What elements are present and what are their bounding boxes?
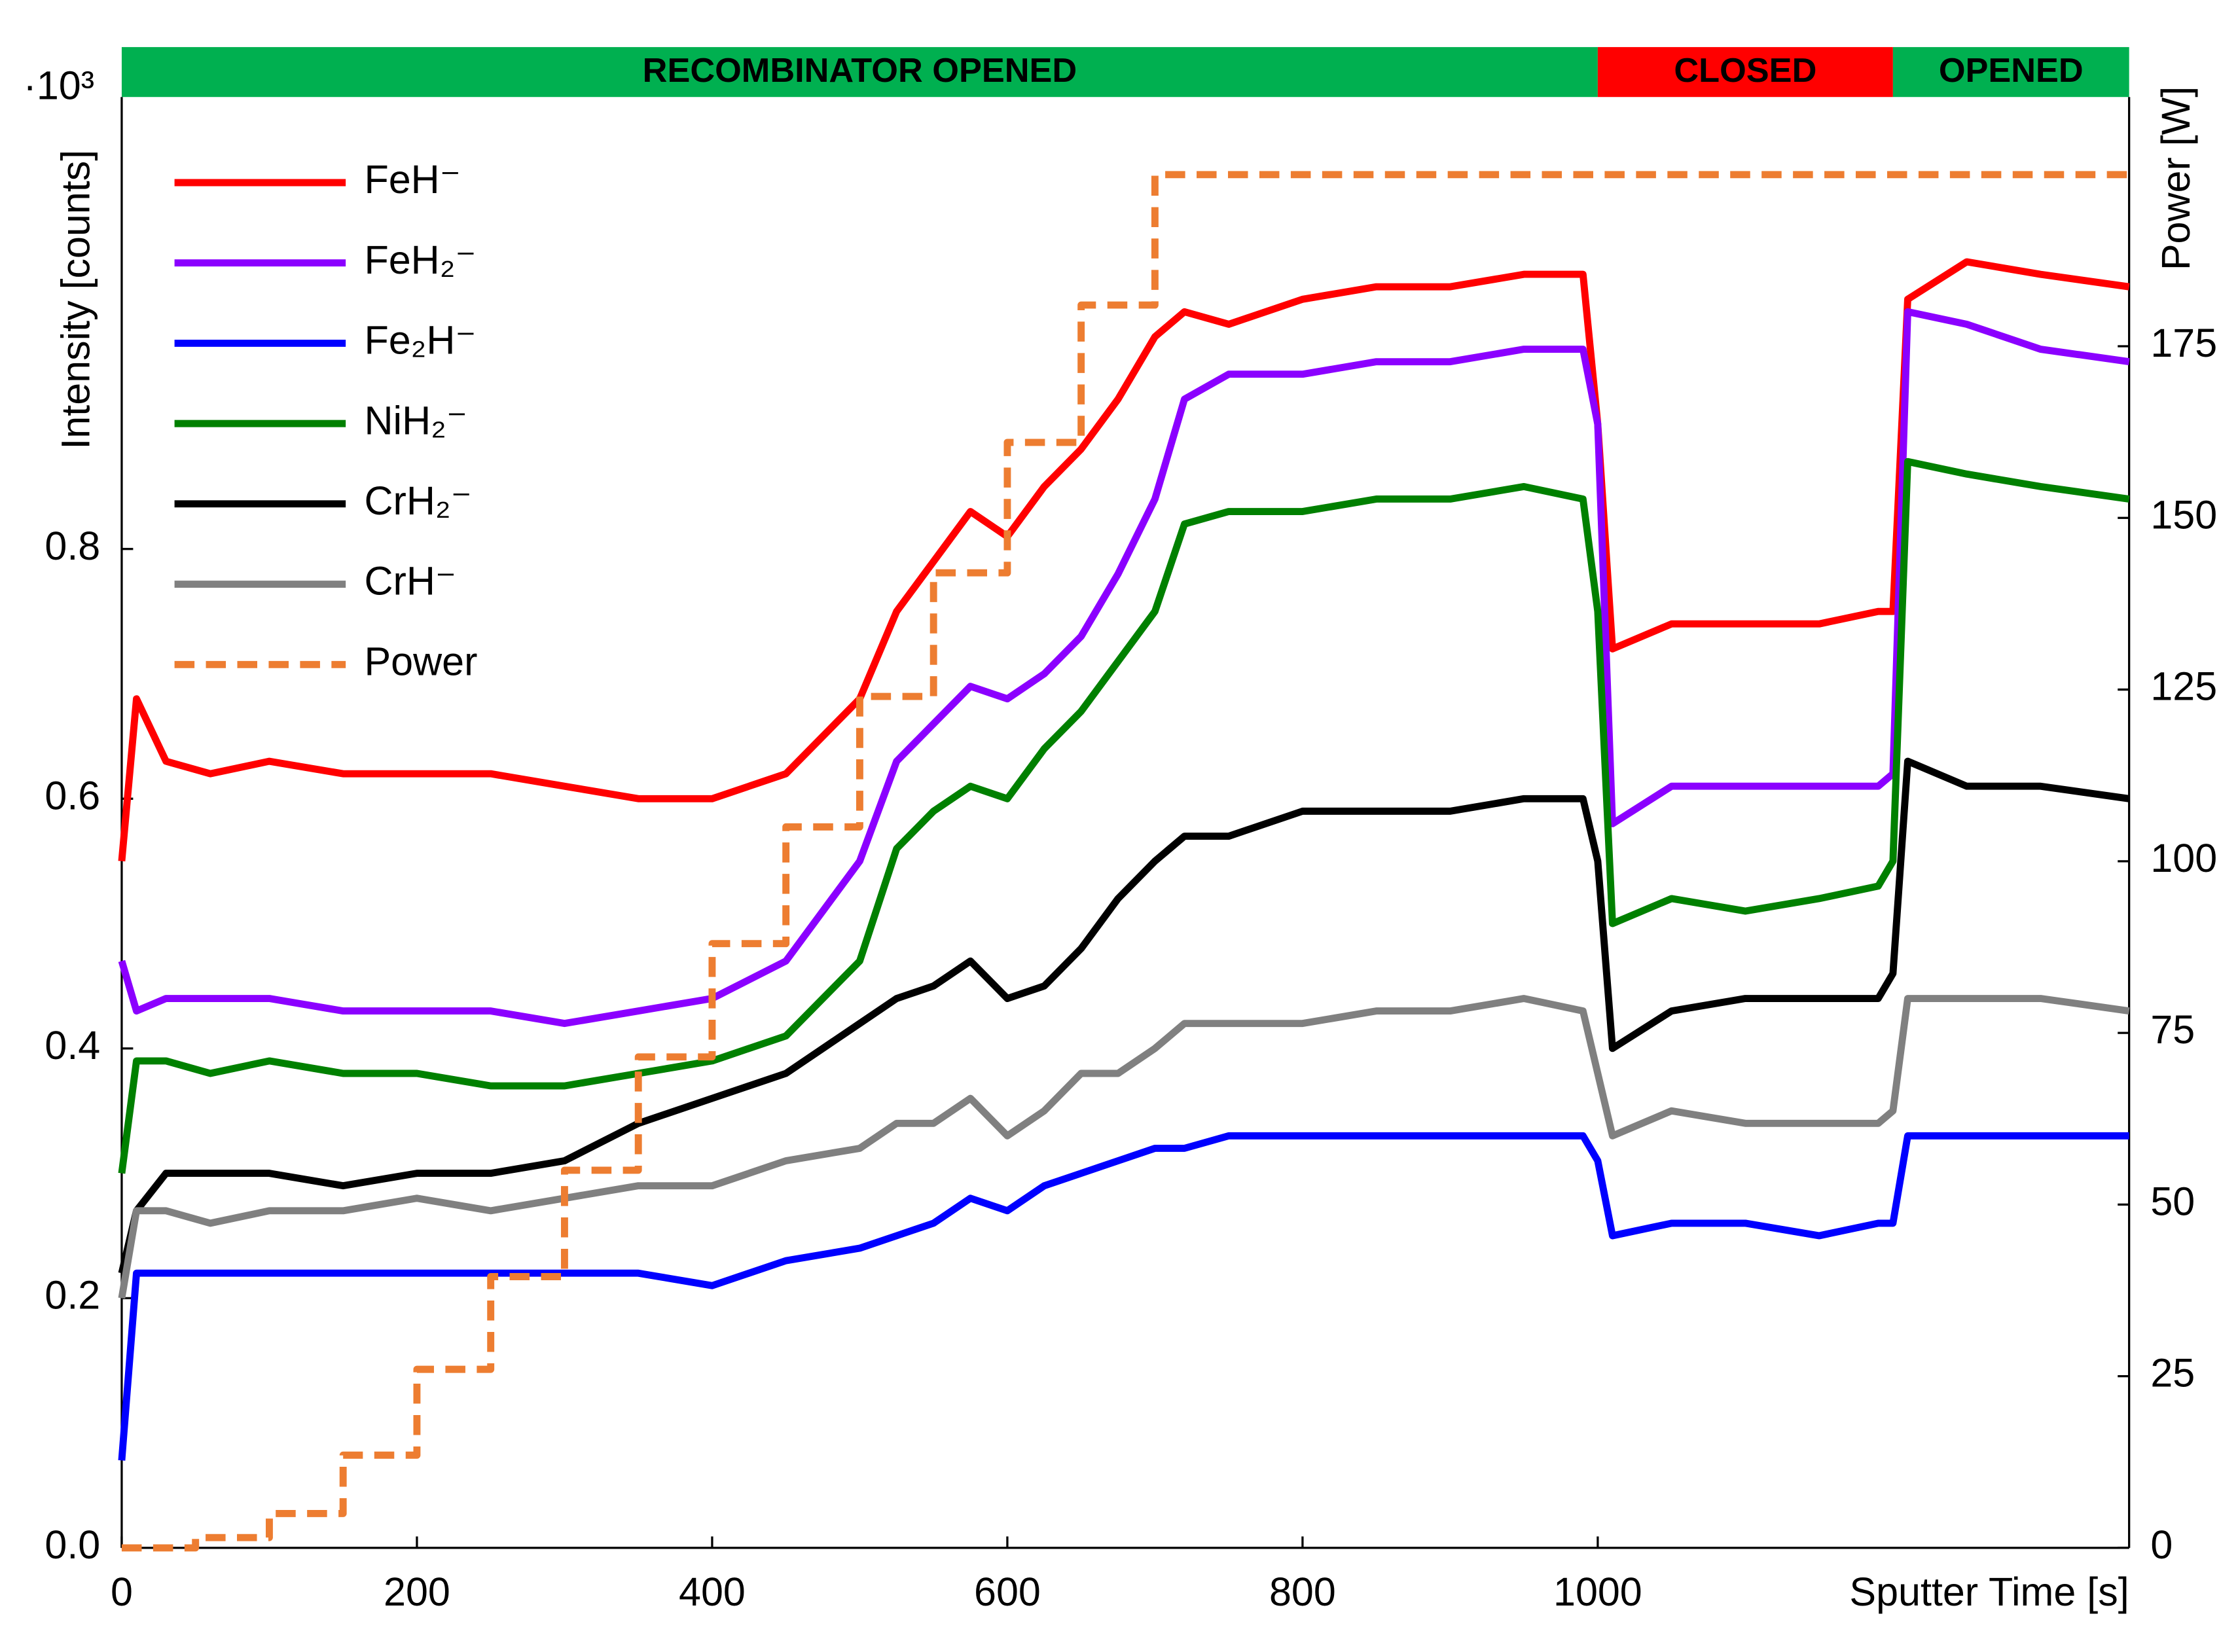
series-line: [118, 1132, 2129, 1461]
series-line: [118, 995, 2130, 1299]
banner-label: OPENED: [1939, 52, 2084, 90]
y2-tick-label: 50: [2150, 1179, 2195, 1223]
banner-label: RECOMBINATOR OPENED: [643, 52, 1077, 90]
series-line: [118, 757, 2130, 1274]
x-tick-label: 400: [679, 1570, 746, 1614]
y2-tick-label: 175: [2150, 321, 2217, 365]
x-tick-label: 0: [111, 1570, 133, 1614]
legend-label: CrH⁻: [364, 559, 456, 603]
y2-tick-label: 75: [2150, 1007, 2195, 1052]
x-tick-label: 600: [974, 1570, 1041, 1614]
y-tick-label: 0.0: [45, 1522, 100, 1567]
y2-tick-label: 0: [2150, 1522, 2173, 1567]
y-multiplier: ·10³: [24, 63, 95, 107]
x-tick-label: 1000: [1553, 1570, 1642, 1614]
y2-axis-label: Power [W]: [2154, 86, 2198, 270]
y2-tick-label: 125: [2150, 664, 2217, 709]
series-line: [118, 308, 2130, 1028]
banner-segment: [1597, 46, 1893, 98]
y2-tick-label: 150: [2150, 492, 2217, 537]
y-tick-label: 0.8: [45, 524, 100, 568]
banner-segment: [1892, 46, 2129, 98]
banner-segment: [121, 46, 1598, 98]
y-axis-label: Intensity [counts]: [54, 150, 98, 450]
legend-label: CrH₂⁻: [364, 478, 471, 523]
y-tick-label: 0.6: [45, 773, 100, 817]
legend-label: FeH⁻: [364, 157, 460, 202]
series-line: [118, 258, 2130, 862]
y2-tick-label: 100: [2150, 836, 2217, 880]
y-tick-label: 0.4: [45, 1023, 100, 1068]
legend-label: Fe₂H⁻: [364, 318, 476, 363]
y-tick-label: 0.2: [45, 1272, 100, 1317]
x-axis-label: Sputter Time [s]: [1849, 1570, 2129, 1614]
banner-label: CLOSED: [1674, 52, 1816, 90]
series-line: [121, 171, 2129, 1552]
y2-tick-label: 25: [2150, 1351, 2195, 1395]
legend-label: Power: [364, 639, 477, 683]
x-tick-label: 200: [384, 1570, 450, 1614]
series-line: [118, 458, 2130, 1174]
legend-label: NiH₂⁻: [364, 398, 467, 442]
legend-label: FeH₂⁻: [364, 238, 476, 282]
x-tick-label: 800: [1269, 1570, 1336, 1614]
